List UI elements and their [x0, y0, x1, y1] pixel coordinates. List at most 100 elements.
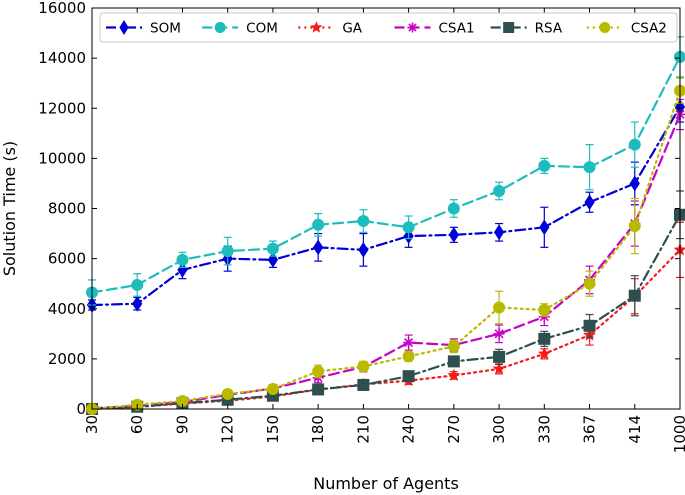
data-point-stroke [408, 23, 417, 32]
data-point [599, 22, 611, 33]
legend-item-csa1: CSA1 [394, 21, 475, 37]
data-point [357, 360, 370, 373]
data-point [583, 319, 596, 332]
data-point [628, 289, 641, 302]
data-point [267, 251, 279, 268]
data-point [583, 161, 596, 174]
data-point [493, 224, 505, 241]
data-point [539, 219, 550, 236]
data-point-stroke [494, 329, 504, 339]
data-point [492, 362, 506, 375]
data-point [357, 215, 370, 228]
data-point [493, 350, 506, 363]
legend-label: CSA2 [631, 21, 667, 37]
legend-box [99, 12, 678, 43]
x-axis-title: Number of Agents [313, 474, 459, 493]
legend-label: GA [342, 21, 362, 37]
y-tick-label: 6000 [48, 250, 86, 268]
data-point-stroke [404, 338, 414, 348]
x-tick-label: 367 [581, 415, 599, 444]
series-layer [85, 36, 685, 415]
x-tick-label: 270 [445, 415, 463, 444]
x-tick-label: 120 [219, 415, 237, 444]
data-point [119, 20, 129, 35]
x-tick-label: 240 [400, 415, 418, 444]
data-point [537, 347, 551, 360]
data-point [402, 350, 415, 363]
y-tick-label: 8000 [48, 200, 86, 218]
data-point [407, 22, 418, 33]
data-point [312, 383, 325, 396]
data-point [584, 194, 595, 211]
data-point [358, 241, 369, 258]
x-tick-label: 1000 [671, 415, 685, 453]
legend-item-com: COM [202, 21, 278, 37]
series-line [90, 213, 682, 411]
data-point [447, 340, 460, 353]
series-line [90, 89, 682, 411]
data-point [493, 184, 506, 197]
data-point [357, 378, 370, 391]
legend-item-ga: GA [298, 21, 363, 37]
data-point [312, 365, 325, 378]
data-point [310, 21, 323, 33]
x-tick-label: 210 [354, 415, 372, 444]
data-point [583, 277, 596, 290]
x-tick-label: 300 [490, 415, 508, 444]
x-tick-label: 90 [173, 415, 191, 434]
data-point [176, 253, 189, 266]
data-point [493, 301, 506, 314]
data-point [448, 226, 459, 243]
data-point [629, 175, 640, 192]
data-point [402, 370, 415, 383]
axes-layer: 0 2000 4000 6000 8000 10000 12000 14000 16000 30 6… [38, 0, 685, 453]
data-point [266, 242, 279, 255]
legend-item-rsa: RSA [490, 21, 563, 37]
series-line [90, 105, 682, 307]
data-point [538, 304, 551, 317]
data-point [214, 22, 226, 33]
y-tick-label: 2000 [48, 350, 86, 368]
x-tick-label: 414 [626, 415, 644, 444]
legend: SOM COM GA CSA1 RSA CSA2 [99, 12, 678, 43]
data-point [493, 328, 505, 340]
y-tick-label: 10000 [38, 149, 86, 167]
x-tick-label: 180 [309, 415, 327, 444]
x-tick-label: 60 [128, 415, 146, 434]
legend-item-csa2: CSA2 [586, 21, 667, 37]
data-point [402, 221, 415, 234]
x-tick-label: 330 [535, 415, 553, 444]
data-point [131, 278, 144, 291]
data-point [221, 245, 234, 258]
legend-label: RSA [535, 21, 563, 37]
data-point [403, 337, 415, 349]
data-point [503, 22, 515, 33]
data-point [538, 159, 551, 172]
data-point [628, 220, 641, 233]
legend-item-som: SOM [106, 20, 181, 37]
data-point [266, 382, 279, 395]
data-point [447, 368, 461, 381]
data-point [538, 332, 551, 345]
x-tick-label: 30 [83, 415, 101, 434]
series-line [90, 248, 682, 411]
y-tick-label: 14000 [38, 49, 86, 67]
legend-label: COM [246, 21, 278, 37]
legend-label: SOM [150, 21, 181, 37]
data-point [312, 218, 325, 231]
data-point [447, 355, 460, 368]
data-point [628, 138, 641, 151]
plot-area [92, 8, 680, 409]
y-axis-title: Solution Time (s) [0, 141, 19, 276]
y-tick-label: 4000 [48, 300, 86, 318]
data-point [132, 295, 143, 312]
y-tick-label: 0 [76, 400, 86, 418]
y-tick-label: 16000 [38, 0, 86, 17]
data-point [221, 387, 234, 400]
series-line [90, 55, 682, 294]
y-tick-label: 12000 [38, 99, 86, 117]
legend-label: CSA1 [439, 21, 475, 37]
data-point [447, 202, 460, 215]
data-point [313, 239, 324, 256]
